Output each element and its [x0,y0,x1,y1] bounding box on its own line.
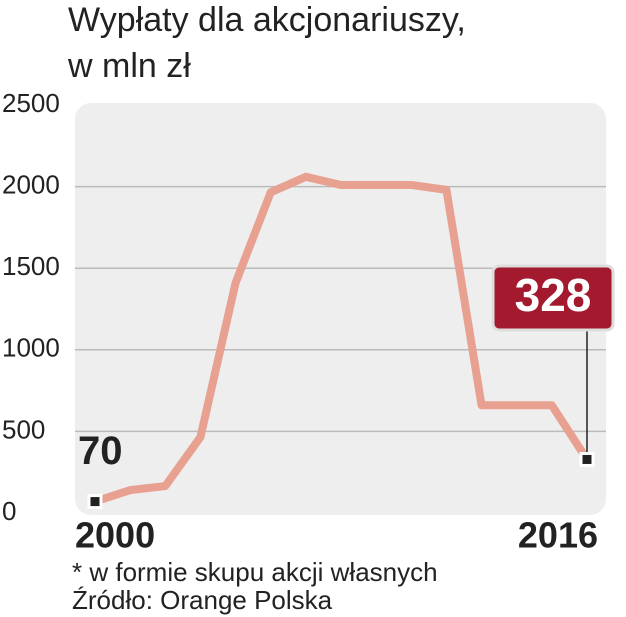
end-marker [87,494,103,510]
source: Źródło: Orange Polska [72,585,333,615]
value-label: 328 [515,269,592,321]
chart-subtitle: w mln zł [67,47,191,85]
y-tick-label: 1000 [2,333,60,363]
y-tick-label: 2500 [2,88,60,118]
data-line [93,172,591,506]
footnote: * w formie skupu akcji własnych [72,557,438,587]
x-tick-label: 2016 [518,515,598,556]
y-tick-label: 0 [2,496,16,526]
y-tick-label: 2000 [2,169,60,199]
chart-title: Wypłaty dla akcjonariuszy, [68,1,466,39]
end-marker [579,451,595,467]
y-tick-label: 1500 [2,251,60,281]
x-tick-label: 2000 [75,515,155,556]
value-label: 70 [78,429,123,473]
y-tick-label: 500 [2,414,45,444]
value-label-box [491,264,615,332]
